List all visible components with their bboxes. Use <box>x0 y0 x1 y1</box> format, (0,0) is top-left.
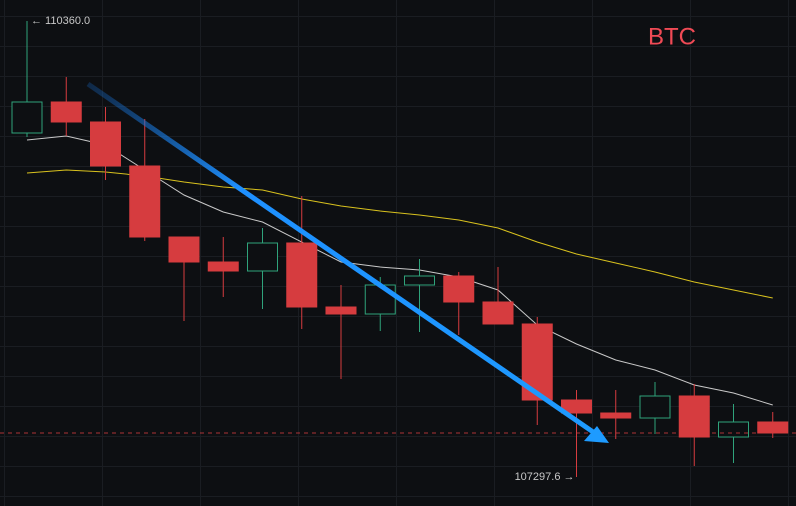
candle-body <box>247 242 278 272</box>
plot-area: ← 110360.0 107297.6 → <box>0 15 796 483</box>
trend-arrow <box>86 81 598 437</box>
candle-body <box>129 165 161 238</box>
candle-body <box>50 101 82 123</box>
candle-body <box>639 395 671 419</box>
candle-body <box>404 275 435 286</box>
candle-body <box>168 236 200 263</box>
trend-arrow-head <box>584 426 609 443</box>
candle-body <box>286 242 318 308</box>
chart-title: BTC <box>648 23 696 50</box>
candle-body <box>207 261 239 272</box>
candle-body <box>443 275 475 303</box>
candle-body <box>482 301 514 325</box>
candle-body <box>325 306 357 315</box>
extreme-label: 107297.6 → <box>515 471 575 483</box>
candle-body <box>90 121 121 167</box>
candle-body <box>718 421 749 438</box>
candle-body <box>600 412 632 419</box>
candle-body <box>11 101 43 134</box>
candle-body <box>757 421 789 434</box>
candle-body <box>561 399 592 414</box>
extreme-label: ← 110360.0 <box>31 15 90 27</box>
candle-body <box>678 395 710 438</box>
candle-body <box>364 284 396 315</box>
